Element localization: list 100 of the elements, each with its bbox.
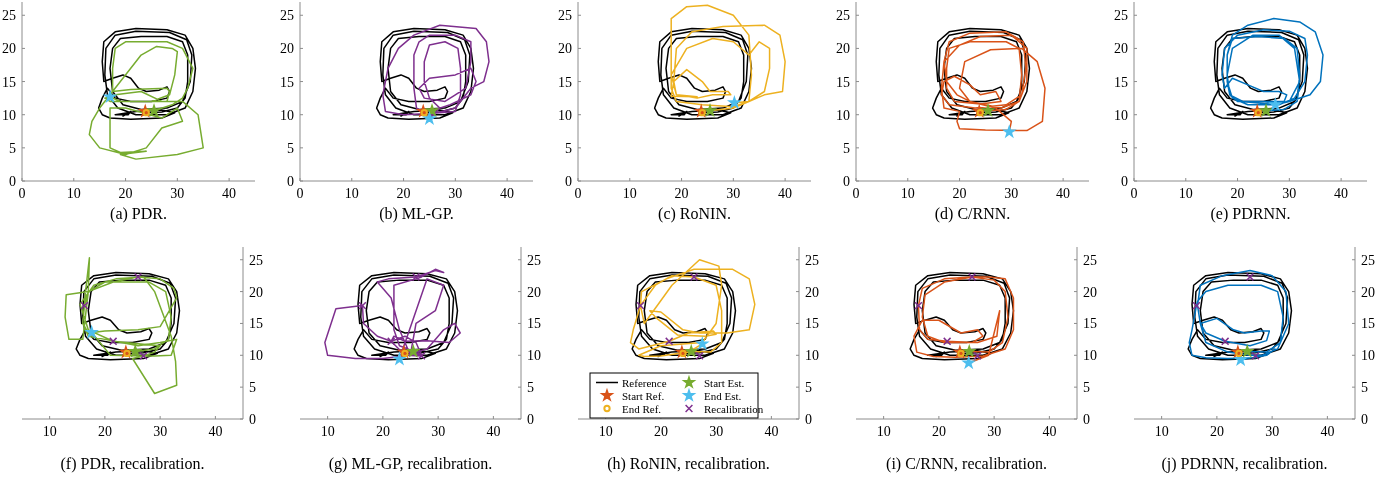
text: (g) ML-GP, recalibration. (328, 455, 493, 473)
y-tick-label: 25 (2, 8, 16, 24)
y-tick-label: 15 (558, 74, 572, 90)
x-tick-label: 40 (764, 424, 779, 439)
x-tick-label: 20 (931, 424, 946, 439)
x-tick-label: 30 (153, 424, 168, 439)
text: (d) C/RNN. (934, 205, 1011, 223)
x-tick-label: 40 (222, 186, 237, 201)
text: (j) PDRNN, recalibration. (1161, 455, 1328, 473)
y-tick-label: 0 (565, 174, 572, 189)
y-tick-label: 10 (249, 348, 263, 364)
y-tick-label: 0 (527, 412, 534, 427)
x-tick-label: 40 (778, 186, 793, 201)
y-tick-label: 5 (9, 140, 16, 156)
x-tick-label: 20 (118, 186, 133, 201)
text: (c) RoNIN. (658, 205, 731, 223)
y-tick-label: 20 (836, 41, 850, 57)
y-tick-label: 5 (287, 140, 294, 156)
y-tick-label: 5 (1121, 140, 1128, 156)
x-tick-label: 20 (952, 186, 967, 201)
y-tick-label: 25 (527, 252, 541, 268)
y-tick-label: 20 (249, 284, 263, 300)
x-tick-label: 40 (1056, 186, 1071, 201)
y-tick-label: 15 (527, 316, 541, 332)
x-tick-label: 10 (1154, 424, 1169, 439)
y-tick-label: 20 (2, 41, 16, 57)
x-tick-label: 10 (1178, 186, 1193, 201)
y-tick-label: 5 (1361, 380, 1368, 396)
y-tick-label: 0 (287, 174, 294, 189)
x-tick-label: 30 (987, 424, 1002, 439)
y-tick-label: 10 (1083, 348, 1097, 364)
x-tick-label: 30 (709, 424, 724, 439)
y-tick-label: 20 (1361, 284, 1375, 300)
text: (f) PDR, recalibration. (60, 455, 205, 473)
y-tick-label: 15 (805, 316, 819, 332)
x-tick-label: 20 (653, 424, 668, 439)
x-tick-label: 40 (486, 424, 501, 439)
y-tick-label: 0 (1361, 412, 1368, 427)
y-tick-label: 0 (843, 174, 850, 189)
x-tick-label: 20 (97, 424, 112, 439)
y-tick-label: 10 (280, 107, 294, 123)
y-tick-label: 10 (805, 348, 819, 364)
legend-label: Reference (622, 376, 667, 389)
y-tick-label: 25 (805, 252, 819, 268)
legend-label: End Est. (704, 389, 742, 402)
y-tick-label: 5 (565, 140, 572, 156)
y-tick-label: 10 (527, 348, 541, 364)
y-tick-label: 10 (836, 107, 850, 123)
x-tick-label: 40 (1042, 424, 1057, 439)
x-tick-label: 20 (375, 424, 390, 439)
y-tick-label: 5 (527, 380, 534, 396)
y-tick-label: 10 (1114, 107, 1128, 123)
y-tick-label: 20 (805, 284, 819, 300)
y-tick-label: 15 (1361, 316, 1375, 332)
y-tick-label: 25 (1114, 8, 1128, 24)
legend-label: Start Ref. (622, 389, 665, 402)
y-tick-label: 25 (1361, 252, 1375, 268)
y-tick-label: 0 (249, 412, 256, 427)
x-tick-label: 20 (1209, 424, 1224, 439)
y-tick-label: 0 (9, 174, 16, 189)
y-tick-label: 25 (1083, 252, 1097, 268)
x-tick-label: 20 (674, 186, 689, 201)
legend-label: End Ref. (622, 402, 662, 415)
y-tick-label: 20 (558, 41, 572, 57)
y-tick-label: 20 (280, 41, 294, 57)
x-tick-label: 10 (320, 424, 335, 439)
text: (e) PDRNN. (1210, 205, 1291, 223)
text: (b) ML-GP. (379, 205, 454, 223)
y-tick-label: 25 (280, 8, 294, 24)
x-tick-label: 10 (876, 424, 891, 439)
y-tick-label: 20 (1083, 284, 1097, 300)
y-tick-label: 0 (1083, 412, 1090, 427)
y-tick-label: 5 (843, 140, 850, 156)
x-tick-label: 10 (900, 186, 915, 201)
x-tick-label: 30 (431, 424, 446, 439)
y-tick-label: 25 (836, 8, 850, 24)
y-tick-label: 25 (249, 252, 263, 268)
x-tick-label: 30 (170, 186, 185, 201)
x-tick-label: 10 (42, 424, 57, 439)
y-tick-label: 5 (249, 380, 256, 396)
y-tick-label: 15 (280, 74, 294, 90)
y-tick-label: 15 (836, 74, 850, 90)
y-tick-label: 15 (1114, 74, 1128, 90)
text: (i) C/RNN, recalibration. (886, 455, 1047, 473)
text: (h) RoNIN, recalibration. (607, 455, 770, 473)
x-tick-label: 10 (622, 186, 637, 201)
x-tick-label: 30 (1265, 424, 1280, 439)
legend-label: Start Est. (704, 376, 745, 389)
x-tick-label: 10 (66, 186, 81, 201)
y-tick-label: 5 (805, 380, 812, 396)
x-tick-label: 40 (208, 424, 223, 439)
x-tick-label: 40 (500, 186, 515, 201)
y-tick-label: 0 (1121, 174, 1128, 189)
x-tick-label: 10 (344, 186, 359, 201)
y-tick-label: 15 (1083, 316, 1097, 332)
y-tick-label: 10 (1361, 348, 1375, 364)
y-tick-label: 0 (805, 412, 812, 427)
y-tick-label: 25 (558, 8, 572, 24)
x-tick-label: 20 (1230, 186, 1245, 201)
legend-label: Recalibration (704, 402, 764, 415)
